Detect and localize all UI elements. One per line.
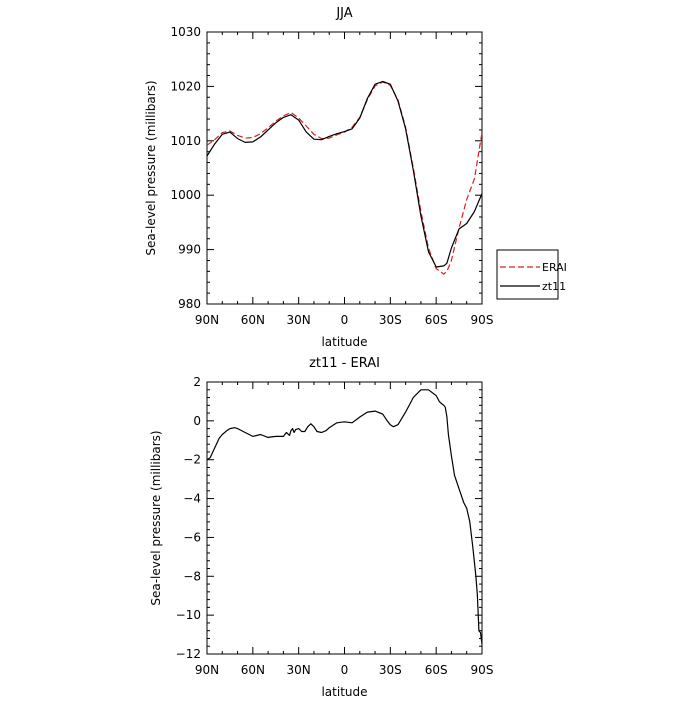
y-tick-label-p1-4: −4	[183, 492, 201, 506]
y-tick-label-p1-1: −10	[176, 608, 201, 622]
y-tick-label-p1-5: −2	[183, 453, 201, 467]
legend: ERAI zt11	[496, 249, 567, 300]
legend-label-zt11: zt11	[542, 280, 566, 293]
panel-bottom: zt11 - ERAI 90N 60N 30N 0 30S 60S 90S −12 −10 −8 −6…	[149, 356, 493, 699]
x-tick-label-p1-4: 30S	[379, 663, 402, 677]
x-tick-label-p1-0: 90N	[195, 663, 219, 677]
x-tick-label-p1-2: 30N	[287, 663, 311, 677]
plot-frame-p0	[206, 31, 483, 305]
y-axis-label-p1: Sea-level pressure (millibars)	[149, 430, 163, 605]
x-axis-label-p1: latitude	[321, 685, 367, 699]
series-line-p0-zt11	[206, 80, 483, 268]
panel-top: JJA 90N 60N 30N 0 30S 60S 90S 980 990 1000 1010 1020…	[144, 6, 493, 349]
x-tick-label-p0-2: 30N	[287, 313, 311, 327]
x-tick-label-p0-3: 0	[341, 313, 349, 327]
y-tick-label-p0-3: 1010	[170, 134, 201, 148]
x-tick-label-p1-6: 90S	[471, 663, 494, 677]
x-tick-label-p0-5: 60S	[425, 313, 448, 327]
y-tick-label-p0-4: 1020	[170, 79, 201, 93]
x-tick-label-p0-1: 60N	[241, 313, 265, 327]
legend-box	[496, 249, 559, 300]
y-tick-label-p0-2: 1000	[170, 188, 201, 202]
y-tick-label-p0-1: 990	[178, 243, 201, 257]
y-tick-label-p1-7: 2	[193, 375, 201, 389]
y-tick-label-p1-2: −8	[183, 569, 201, 583]
y-tick-label-p1-3: −6	[183, 530, 201, 544]
series-line-p1-0	[206, 389, 483, 645]
x-tick-label-p0-0: 90N	[195, 313, 219, 327]
x-tick-label-p1-5: 60S	[425, 663, 448, 677]
y-tick-label-p1-6: 0	[193, 414, 201, 428]
x-tick-label-p1-1: 60N	[241, 663, 265, 677]
y-tick-label-p0-0: 980	[178, 297, 201, 311]
chart-title-p0: JJA	[335, 6, 352, 21]
y-axis-label-p0: Sea-level pressure (millibars)	[144, 80, 158, 255]
plot-frame-p1	[206, 381, 483, 655]
x-tick-label-p0-4: 30S	[379, 313, 402, 327]
y-tick-label-p1-0: −12	[176, 647, 201, 661]
chart-title-p1: zt11 - ERAI	[309, 356, 380, 371]
legend-label-erai: ERAI	[542, 261, 567, 274]
x-tick-label-p1-3: 0	[341, 663, 349, 677]
series-line-p0-erai	[206, 81, 483, 275]
x-axis-label-p0: latitude	[321, 335, 367, 349]
y-tick-label-p0-5: 1030	[170, 25, 201, 39]
x-tick-label-p0-6: 90S	[471, 313, 494, 327]
